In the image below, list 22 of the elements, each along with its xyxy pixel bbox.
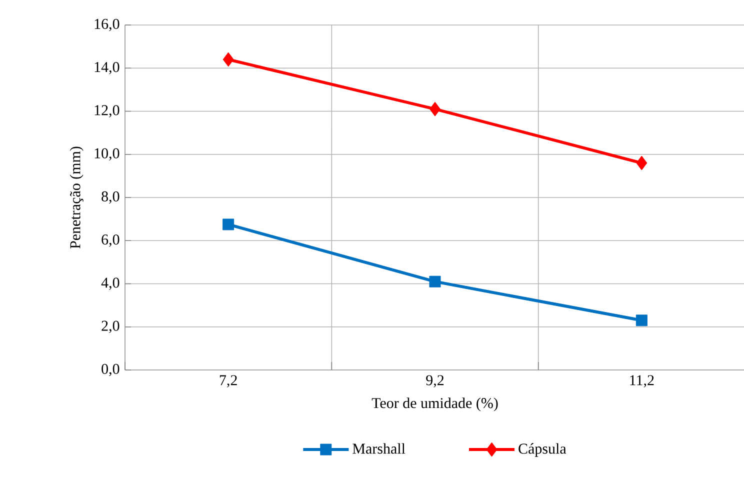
point: [636, 156, 648, 170]
point: [430, 102, 440, 116]
y-tick-label: 8,0: [102, 191, 120, 204]
y-axis-title: Penetração (mm): [70, 146, 84, 248]
y-tick-label: 10,0: [94, 148, 120, 161]
point: [429, 276, 441, 288]
y-tick-label: 14,0: [94, 62, 120, 74]
y-tick-label: 2,0: [102, 320, 120, 334]
x-tick-label: 7,2: [220, 375, 237, 388]
y-tick-label: 4,0: [101, 278, 120, 290]
y-tick-label: 16,0: [94, 18, 120, 32]
legend-label: Marshall: [352, 443, 406, 454]
y-tick-label: 12,0: [94, 105, 120, 118]
y-tick-label: 6,0: [102, 234, 120, 247]
x-tick-label: 11,2: [630, 375, 654, 388]
y-tick-label: 0,0: [102, 364, 120, 376]
point: [636, 314, 648, 326]
legend-label: Cápsula: [518, 443, 566, 457]
point: [222, 218, 234, 230]
point: [222, 52, 234, 67]
x-axis-title: Teor de umidade (%): [372, 398, 498, 412]
x-tick-label: 9,2: [426, 375, 444, 388]
